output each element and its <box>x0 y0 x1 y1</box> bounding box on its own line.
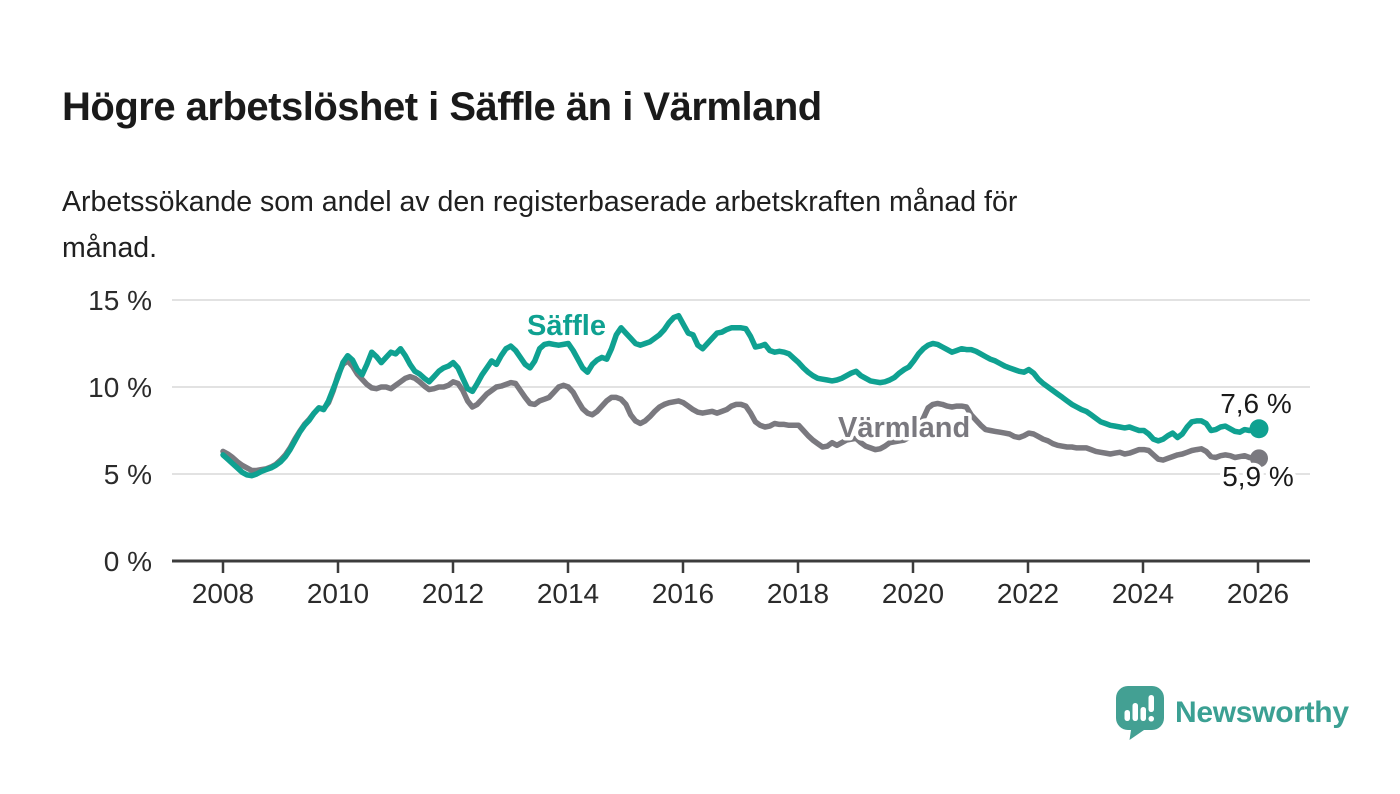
series-label-saffle: Säffle <box>527 310 606 342</box>
x-tick-label: 2026 <box>1227 578 1289 609</box>
newsworthy-logo-icon <box>1116 686 1164 740</box>
x-tick-label: 2024 <box>1112 578 1174 609</box>
series-line-saffle <box>220 312 1262 479</box>
series-line-varmland <box>220 358 1262 474</box>
newsworthy-brand: Newsworthy <box>1116 686 1349 740</box>
x-tick-label: 2014 <box>537 578 599 609</box>
x-tick-label: 2020 <box>882 578 944 609</box>
y-tick-label: 0 % <box>104 546 152 577</box>
series-end-dot-varmland <box>1250 449 1268 468</box>
x-tick-label: 2022 <box>997 578 1059 609</box>
x-tick-label: 2016 <box>652 578 714 609</box>
y-tick-label: 10 % <box>88 372 152 403</box>
page-subtitle: Arbetssökande som andel av den registerb… <box>62 185 1018 264</box>
x-tick-label: 2008 <box>192 578 254 609</box>
logo-bar-chart-glyph <box>1124 695 1154 722</box>
x-tick-label: 2012 <box>422 578 484 609</box>
end-value-label-varmland: 5,9 % <box>1222 461 1294 492</box>
page-title: Högre arbetslöshet i Säffle än i Värmlan… <box>62 84 822 129</box>
series-label-varmland: Värmland <box>838 412 970 444</box>
x-tick-label: 2010 <box>307 578 369 609</box>
newsworthy-wordmark: Newsworthy <box>1175 696 1349 729</box>
logo-bubble-shape <box>1116 686 1164 740</box>
series-end-dot-saffle <box>1249 419 1269 439</box>
y-tick-label: 5 % <box>104 459 152 490</box>
x-tick-label: 2018 <box>767 578 829 609</box>
end-value-label-saffle: 7,6 % <box>1220 388 1292 419</box>
y-tick-label: 15 % <box>88 285 152 316</box>
